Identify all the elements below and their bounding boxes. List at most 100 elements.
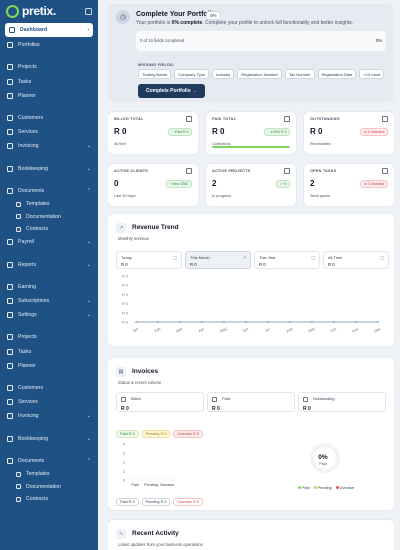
paid-chip[interactable]: Paid R 0	[116, 430, 139, 438]
sidebar-item-planner[interactable]: Planner	[0, 89, 98, 103]
stat-subtitle: Collections	[212, 142, 231, 146]
sidebar-item-reports[interactable]: Reports ⌄	[0, 258, 98, 272]
x-tick-label: Apr	[198, 327, 206, 334]
pending-chip[interactable]: Pending R 0	[141, 430, 171, 438]
stat-card-paid-total[interactable]: PAID TOTAL R 0 ↑ 100% R 0 Collections	[206, 112, 296, 154]
sidebar-item-services[interactable]: Services	[0, 395, 98, 409]
sidebar-item-contracts[interactable]: Contracts	[0, 493, 98, 506]
invoice-summary: Billed R 0 Paid R 0 Outstanding R 0	[116, 392, 386, 412]
sidebar-item-label: Services	[18, 399, 38, 406]
sidebar-item-bookkeeping[interactable]: Bookkeeping ⌄	[0, 162, 98, 176]
sidebar-item-projects[interactable]: Projects	[0, 60, 98, 74]
portfolio-title: Complete Your Portfolio	[136, 11, 216, 18]
stat-subtitle: All time	[114, 142, 127, 146]
sidebar-item-label: Payroll	[18, 239, 34, 246]
users-icon	[7, 384, 13, 391]
document-icon	[16, 484, 21, 490]
sidebar-item-services[interactable]: Services	[0, 125, 98, 139]
sidebar-item-payroll[interactable]: Payroll ⌄	[0, 235, 98, 249]
sidebar-item-templates[interactable]: Templates	[0, 198, 98, 211]
invoice-box-paid: Paid R 0	[207, 392, 295, 412]
sidebar-item-tasks[interactable]: Tasks	[0, 75, 98, 89]
users-icon	[186, 168, 192, 174]
sidebar-item-label: Earning	[18, 283, 36, 290]
sidebar-item-earning[interactable]: Earning	[0, 280, 98, 294]
complete-portfolio-button[interactable]: Complete Portfolio →	[138, 84, 206, 98]
trend-icon	[284, 116, 290, 122]
stat-card-open-tasks[interactable]: OPEN TASKS 2 ⊘ 0 Overdue Work queue	[304, 164, 394, 206]
legend-label: Paid	[302, 486, 310, 490]
portfolio-subtitle: Your portfolio is 0% complete. Complete …	[136, 20, 353, 26]
period-this-year[interactable]: This Year R 0 ▢	[254, 251, 320, 269]
stat-card-active-clients[interactable]: ACTIVE CLIENTS 0 ↑ New 2567 Last 90 days	[108, 164, 198, 206]
check-icon	[7, 78, 13, 85]
check-icon	[7, 348, 13, 355]
brand-name: pretix.	[22, 4, 56, 18]
sidebar-item-label: Tasks	[18, 348, 32, 355]
book-icon	[7, 435, 13, 442]
receipt-icon	[7, 413, 13, 420]
sidebar-collapse-icon[interactable]	[85, 7, 92, 15]
sidebar-item-templates[interactable]: Templates	[0, 468, 98, 481]
file-icon	[7, 457, 13, 464]
y-tick-label: R 0	[122, 321, 128, 325]
legend-dot-icon	[298, 486, 301, 489]
legend-dot-icon	[313, 486, 317, 489]
sidebar-item-projects[interactable]: Projects	[0, 330, 98, 344]
sidebar-item-planner[interactable]: Planner	[0, 359, 98, 373]
sidebar-item-label: Contracts	[26, 226, 49, 233]
invoice-box-name: Billed	[131, 396, 141, 401]
bar-y-tick: 0	[123, 479, 125, 483]
sidebar-item-contracts[interactable]: Contracts	[0, 223, 98, 236]
calendar-icon: ▢	[311, 255, 315, 260]
sidebar-item-invoicing[interactable]: Invoicing ⌄	[0, 409, 98, 423]
activity-subtitle: Latest updates from your business operat…	[118, 542, 203, 547]
stat-card-billed-total[interactable]: BILLED TOTAL R 0 ↑ Paid R 0 All time	[108, 112, 198, 154]
sidebar-item-label: Projects	[18, 64, 37, 71]
main-content: ◷ Complete Your Portfolio 0% Your portfo…	[108, 0, 394, 550]
period-today[interactable]: Today R 0 ▢	[116, 251, 182, 269]
invoice-status-chips: Paid R 0 Pending R 0 Overdue R 0	[116, 430, 204, 438]
sidebar-item-dashboard[interactable]: Dashboard ›	[5, 23, 93, 38]
legend-label: Overdue	[339, 486, 355, 490]
template-icon	[16, 471, 21, 477]
stat-card-outstanding[interactable]: OUTSTANDING R 0 ⊘ 0 Overdue Receivables	[304, 112, 394, 154]
sidebar-item-tasks[interactable]: Tasks	[0, 345, 98, 359]
sidebar-item-label: Documentation	[26, 213, 61, 220]
sidebar-item-documentation[interactable]: Documentation	[0, 210, 98, 223]
sidebar-item-subscriptions[interactable]: Subscriptions ⌄	[0, 294, 98, 308]
chevron-icon: ⌄	[86, 165, 91, 172]
legend-dot-icon	[335, 486, 339, 489]
sidebar-item-invoicing[interactable]: Invoicing ⌄	[0, 139, 98, 153]
coin-icon	[7, 283, 13, 290]
receipt-icon	[186, 116, 192, 122]
chevron-icon: ⌃	[86, 457, 91, 464]
receipt-icon	[121, 397, 126, 402]
sidebar-item-documentation[interactable]: Documentation	[0, 480, 98, 493]
x-tick-label: Jul	[264, 327, 270, 333]
x-tick-label: Jan	[132, 327, 139, 334]
stat-card-active-projects[interactable]: ACTIVE PROJECTS 2 ↑ +0 In progress	[206, 164, 296, 206]
period-all-time[interactable]: All Time R 0 ▢	[323, 251, 389, 269]
chevron-icon: ⌄	[86, 298, 91, 305]
period-this-month[interactable]: This Month R 0 ↗	[185, 251, 251, 269]
x-tick-label: Dec	[374, 327, 382, 334]
overdue-chip[interactable]: Overdue R 0	[173, 430, 204, 438]
stat-value: R 0	[212, 127, 225, 136]
legend-item-paid: Paid	[298, 486, 310, 490]
revenue-point	[201, 321, 203, 323]
sidebar-item-label: Planner	[18, 362, 36, 369]
sidebar-item-settings[interactable]: Settings ⌄	[0, 308, 98, 322]
nav-spacer	[0, 52, 98, 60]
sidebar-item-bookkeeping[interactable]: Bookkeeping ⌄	[0, 431, 98, 445]
invoice-box-name: Outstanding	[313, 396, 335, 401]
subtitle-bold: 0% complete	[171, 20, 203, 26]
bar-category-label: Pending	[144, 483, 158, 487]
sidebar-item-documents[interactable]: Documents ⌃	[0, 454, 98, 468]
sidebar-item-documents[interactable]: Documents ⌃	[0, 184, 98, 198]
sidebar-item-customers[interactable]: Customers	[0, 111, 98, 125]
sidebar-item-portfolios[interactable]: Portfolios	[0, 38, 98, 52]
sidebar-item-customers[interactable]: Customers	[0, 381, 98, 395]
contract-icon	[16, 496, 21, 502]
invoice-donut-ring	[310, 443, 340, 473]
